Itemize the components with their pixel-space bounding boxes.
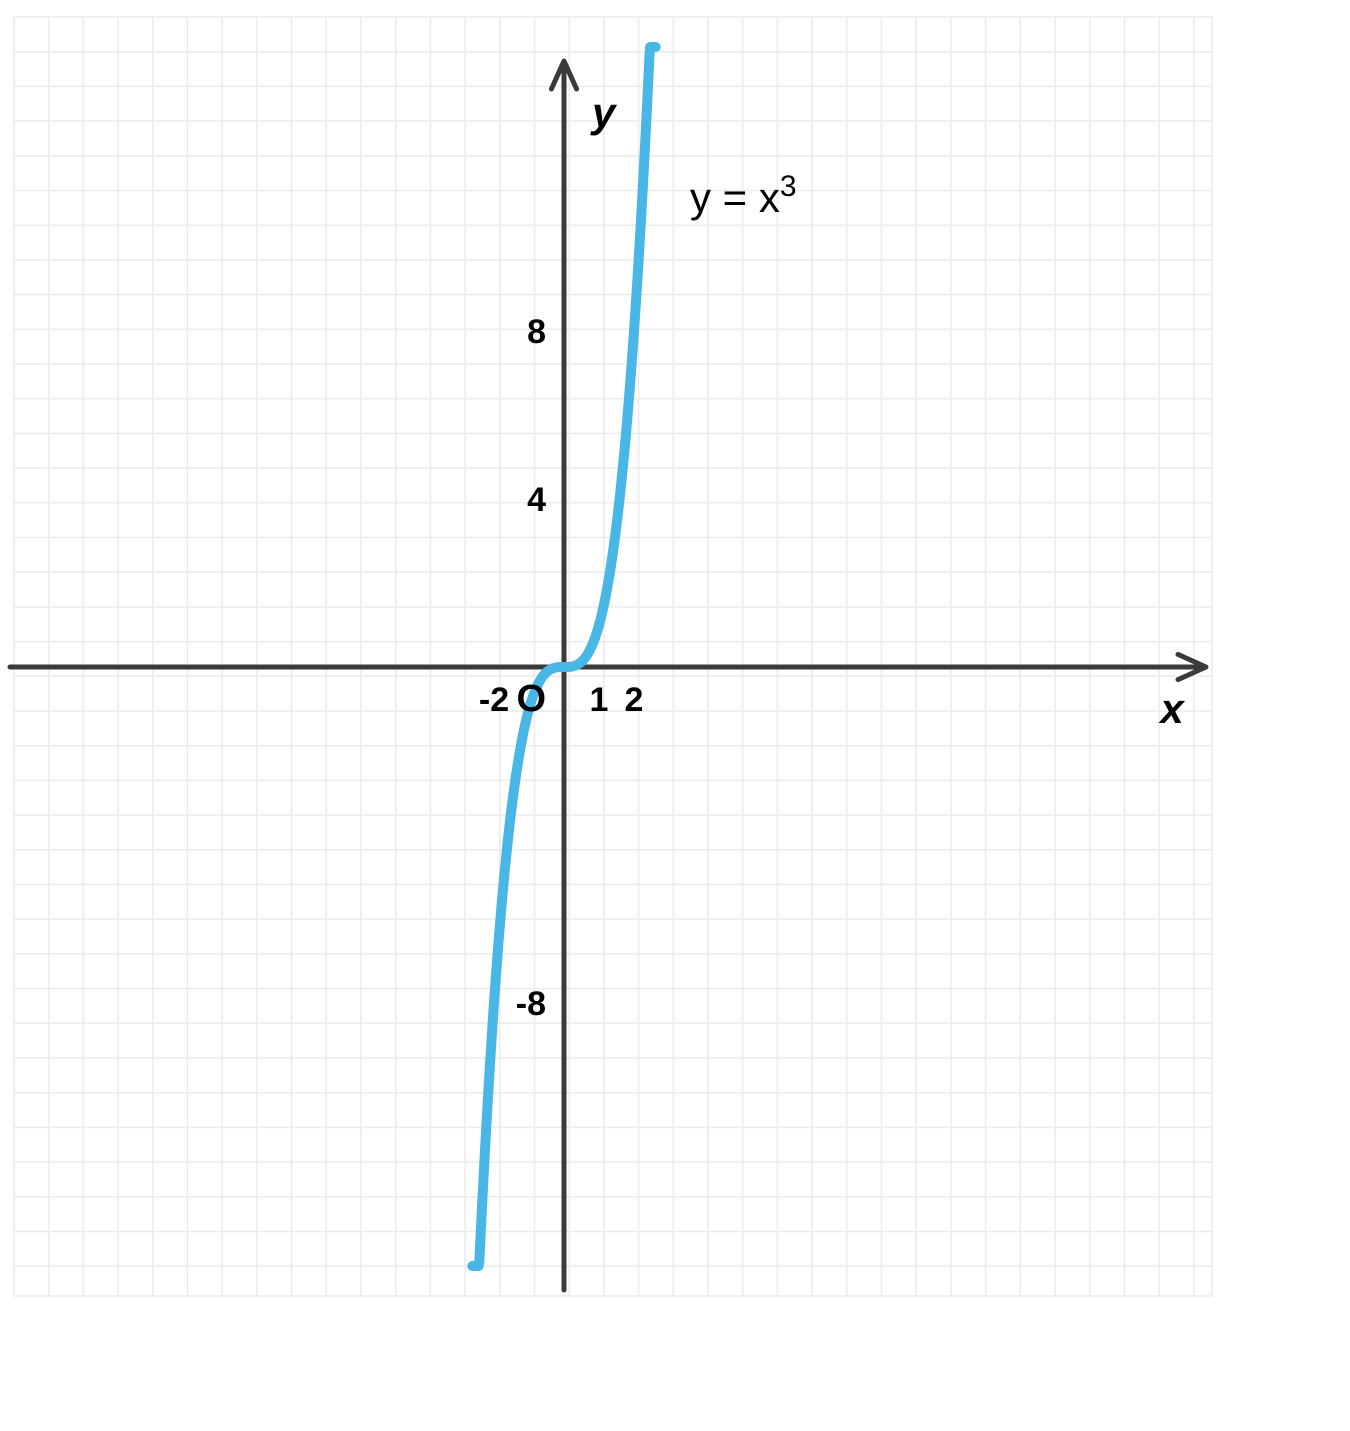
y-axis-label: y bbox=[590, 89, 618, 136]
labels-layer: y x y = x3 bbox=[590, 89, 1185, 732]
y-tick-label: -8 bbox=[516, 985, 546, 1023]
x-tick-label: 1 bbox=[590, 681, 609, 719]
cubic-function-chart: -2 12 8 4 -8 O y x y = x3 bbox=[0, 0, 1350, 1431]
equation-label: y = x3 bbox=[690, 170, 797, 222]
x-tick-label: 2 bbox=[625, 681, 644, 719]
chart-container: -2 12 8 4 -8 O y x y = x3 bbox=[0, 0, 1350, 1431]
x-tick-label: -2 bbox=[479, 681, 509, 719]
origin-label: O bbox=[516, 678, 546, 720]
grid-layer bbox=[14, 17, 1212, 1296]
axes-layer bbox=[10, 61, 1206, 1290]
y-tick-label: 8 bbox=[527, 313, 546, 351]
y-tick-label: 4 bbox=[527, 481, 546, 519]
x-axis-label: x bbox=[1158, 685, 1185, 732]
